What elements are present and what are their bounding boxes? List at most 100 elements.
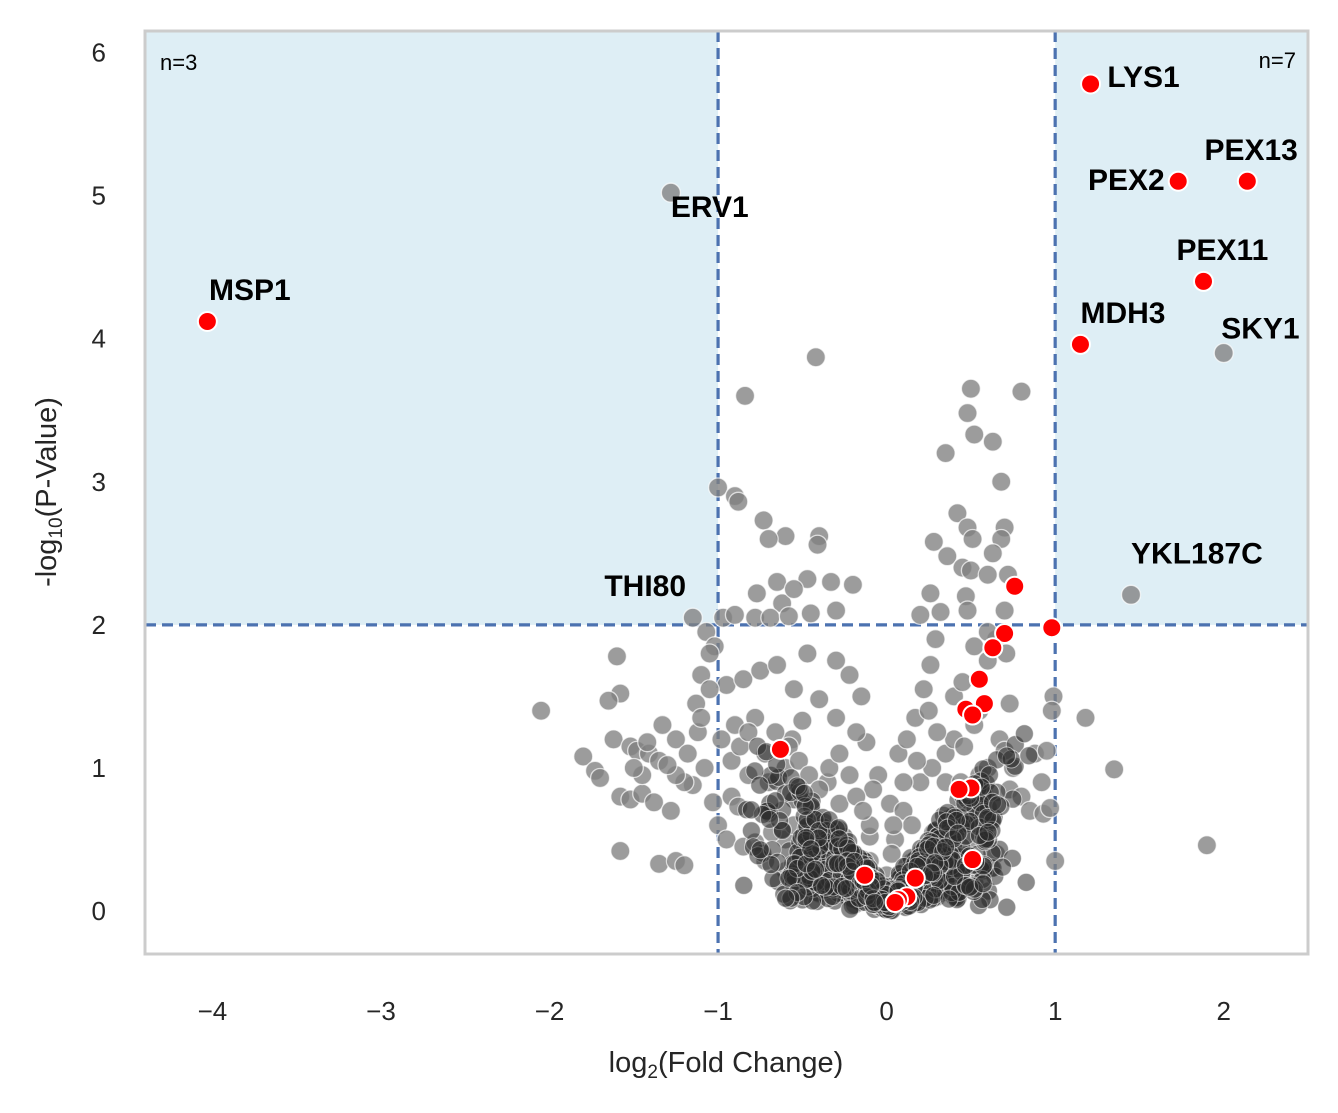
x-tick-label: −3 [366,996,396,1026]
point-gray [864,780,883,799]
point-gray [700,680,719,699]
point-gray [989,796,1007,814]
x-axis-label-pre: log [609,1047,648,1079]
point-gray [806,860,824,878]
point-gray [1015,725,1033,743]
point-gray [911,605,930,624]
point-gray [961,379,980,398]
point-gray [961,561,980,580]
point-gray [532,701,551,720]
point-gray [827,651,846,670]
point-gray [624,758,643,777]
point-gray [902,816,921,835]
point-gray [924,532,943,551]
point-gray [979,823,997,841]
point-gray [784,580,803,599]
point-gray [801,604,820,623]
point-gray [921,584,940,603]
x-tick-label: −2 [535,996,565,1026]
point-highlight [198,312,217,331]
point-highlight [1194,272,1213,291]
point-gray [1032,773,1051,792]
point-gray [808,535,827,554]
point-gray [958,601,977,620]
point-gray [1197,836,1216,855]
gene-label-pex13: PEX13 [1204,134,1297,167]
point-gray [700,644,719,663]
point-highlight [970,670,989,689]
point-gray [993,858,1011,876]
point-highlight [983,638,1002,657]
point-gray [854,801,873,820]
point-gray [1041,799,1060,818]
point-gray [709,478,728,497]
point-gray [734,670,753,689]
y-tick-label: 1 [92,753,106,783]
point-gray [717,830,736,849]
point-gray [837,880,855,898]
point-highlight [1238,172,1257,191]
point-gray [1017,873,1035,891]
point-gray [742,822,760,840]
y-axis-label: -log10(P-Value) [31,397,67,587]
point-gray [1076,708,1095,727]
count-left: n=3 [160,50,197,75]
gene-label-pex2: PEX2 [1088,164,1165,197]
point-gray [806,348,825,367]
y-axis-label-sub: 10 [46,517,67,538]
point-gray [974,875,992,893]
point-highlight [1081,74,1100,93]
y-tick-label: 4 [92,324,106,354]
gene-label-thi80: THI80 [604,570,686,603]
point-gray [921,655,940,674]
point-gray [827,601,846,620]
point-gray [761,608,780,627]
point-highlight [855,866,874,885]
point-gray [1042,701,1061,720]
point-gray [926,630,945,649]
x-tick-label: 0 [879,996,893,1026]
point-gray [827,708,846,727]
point-gray [843,575,862,594]
point-gray [953,673,972,692]
point-gray [936,444,955,463]
point-gray [992,472,1011,491]
gene-label-sky1: SKY1 [1221,313,1299,346]
point-gray [830,830,848,848]
point-gray [742,801,760,819]
point-gray [840,766,859,785]
point-gray [777,889,795,907]
point-highlight [1071,335,1090,354]
y-tick-label: 0 [92,896,106,926]
point-gray [1012,382,1031,401]
point-gray [798,644,817,663]
point-gray [998,898,1016,916]
point-gray [751,841,769,859]
x-tick-label: −4 [198,996,228,1026]
point-gray [776,527,795,546]
point-gray [931,602,950,621]
point-gray [692,708,711,727]
x-axis-label-post: (Fold Change) [658,1047,843,1079]
point-gray [754,511,773,530]
point-gray [784,680,803,699]
point-gray [650,854,669,873]
point-gray [675,856,694,875]
point-gray [704,793,723,812]
point-gray [1046,851,1065,870]
point-gray [894,773,913,792]
point-gray [599,691,618,710]
point-highlight [1005,577,1024,596]
point-gray [1000,694,1019,713]
point-gray [695,758,714,777]
point-gray [604,730,623,749]
point-gray [793,711,812,730]
point-gray [747,584,766,603]
point-highlight [1042,618,1061,637]
point-highlight [906,869,925,888]
x-tick-label: 1 [1048,996,1062,1026]
point-gray [830,794,849,813]
point-gray [658,756,677,775]
shade-left [145,31,718,625]
point-gray [983,544,1002,563]
